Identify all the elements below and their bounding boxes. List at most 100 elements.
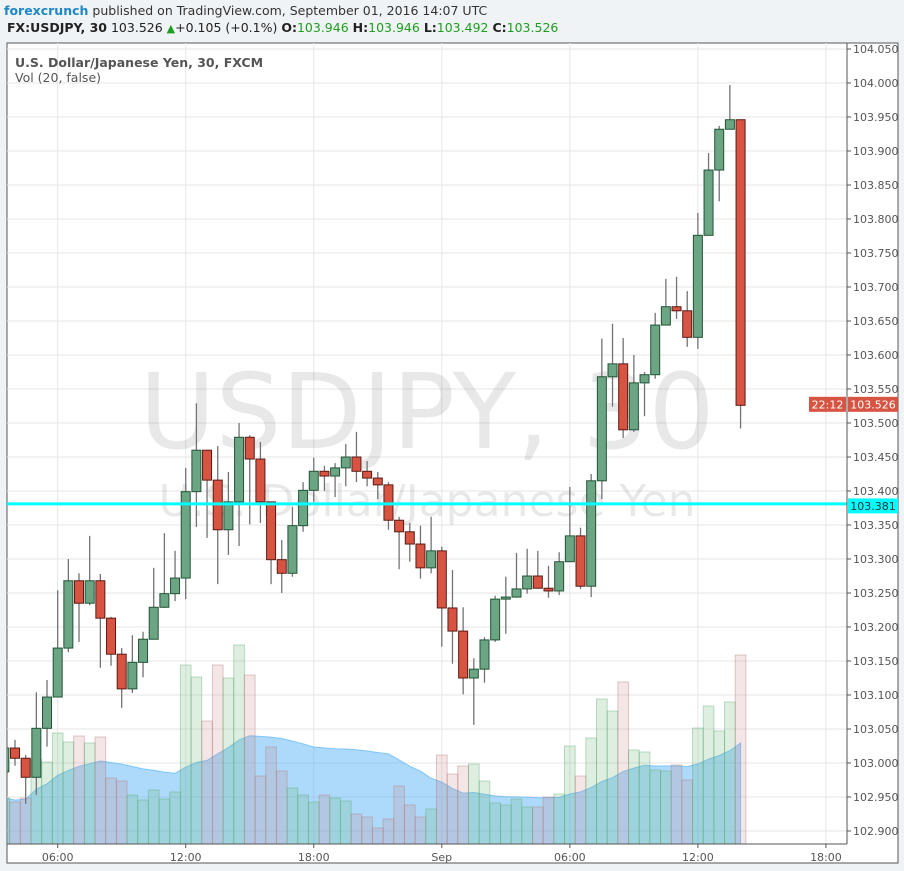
candle-body — [586, 480, 597, 587]
volume-bar — [339, 800, 352, 844]
volume-bar — [734, 654, 747, 844]
symbol-label: FX:USDJPY, 30 — [7, 20, 107, 35]
price-axis[interactable]: 104.050 104.000 103.950 103.900 103.850 103.8… — [847, 43, 899, 838]
volume-ma-area — [7, 735, 742, 844]
candle-body — [362, 470, 373, 479]
price-tick-label: 103.050 — [853, 723, 899, 736]
candle-body — [20, 757, 31, 778]
candle-body — [724, 119, 735, 130]
volume-bar — [446, 773, 459, 844]
candle — [468, 658, 479, 725]
candle — [351, 431, 362, 483]
candle — [116, 648, 127, 708]
candle-body — [543, 587, 554, 592]
price-tick-label: 103.700 — [853, 281, 899, 294]
volume-bar — [254, 775, 267, 844]
volume-bar — [105, 777, 117, 844]
candle-body — [650, 324, 661, 376]
candle-body — [458, 630, 469, 679]
candle-body — [276, 559, 287, 574]
time-tick-label: Sep — [431, 851, 452, 864]
volume-bar — [617, 681, 630, 844]
high-value: 103.946 — [368, 20, 420, 35]
candle — [298, 482, 309, 532]
candle — [660, 278, 671, 326]
price-tick-label: 103.100 — [853, 689, 899, 702]
open-label: O: — [281, 20, 297, 35]
countdown-text: 22:12 — [812, 398, 844, 411]
volume-bar — [564, 745, 576, 844]
candle — [596, 338, 607, 500]
volume-bar — [542, 796, 555, 844]
price-tick-label: 102.900 — [853, 825, 899, 838]
volume-bar — [478, 780, 491, 844]
volume-bar — [73, 735, 85, 844]
candle-body — [223, 501, 234, 531]
candle — [682, 291, 693, 347]
volume-bar — [265, 746, 277, 844]
candle — [447, 569, 458, 664]
candle — [362, 461, 373, 487]
candle-body — [330, 467, 341, 477]
price-tick-label: 104.000 — [853, 77, 899, 90]
candle-body — [479, 639, 490, 670]
symbol-info: FX:USDJPY, 30 103.526 ▲+0.105 (+0.1%) O:… — [7, 20, 558, 35]
time-tick-label: 12:00 — [170, 851, 202, 864]
volume-bar — [350, 813, 363, 844]
price-tick-label: 103.900 — [853, 145, 899, 158]
candle-body — [159, 593, 170, 608]
candle — [575, 527, 586, 589]
volume-ma-fill — [7, 735, 742, 844]
candle-body — [372, 477, 383, 486]
candle-body — [244, 436, 255, 460]
volume-bar — [414, 816, 427, 844]
candle-body — [554, 561, 565, 592]
volume-bar — [403, 804, 416, 844]
candle — [170, 550, 181, 602]
volume-bar — [62, 741, 75, 844]
candle-body — [639, 374, 650, 384]
volume-bar — [596, 698, 608, 844]
candle — [479, 637, 490, 683]
candle — [202, 449, 213, 538]
volume-bar — [41, 761, 53, 844]
volume-bar — [9, 801, 21, 844]
open-value: 103.946 — [296, 20, 349, 35]
volume-bar — [713, 730, 726, 844]
time-axis[interactable]: 06:00 12:00 18:00 Sep 06:00 12:00 18:00 — [42, 844, 842, 864]
close-value: 103.526 — [506, 20, 559, 35]
candle-body — [447, 607, 458, 632]
legend-volume: Vol (20, false) — [15, 70, 101, 85]
volume-bar — [702, 705, 715, 844]
candle-body — [426, 550, 437, 569]
volume-bar — [126, 794, 139, 844]
volume-bar — [307, 801, 320, 844]
candle — [703, 153, 714, 236]
candle — [522, 548, 533, 594]
candle-body — [351, 456, 362, 472]
candle — [244, 435, 255, 525]
volume-bar — [585, 737, 598, 844]
last-price: 103.526 — [110, 20, 163, 35]
price-tick-label: 103.950 — [853, 111, 899, 124]
low-value: 103.492 — [436, 20, 489, 35]
high-label: H: — [352, 20, 369, 35]
candle-body — [671, 306, 682, 312]
candle-body — [692, 234, 703, 338]
candle — [20, 754, 31, 804]
price-tick-label: 103.350 — [853, 519, 899, 532]
volume-bar — [638, 751, 651, 844]
candle — [138, 631, 149, 678]
price-tick-label: 104.050 — [853, 43, 899, 56]
volume-bar — [158, 798, 171, 844]
candle-body — [319, 470, 330, 477]
candle-body — [511, 588, 522, 598]
volume-bar — [382, 818, 395, 844]
volume-bar — [7, 797, 11, 844]
candle — [95, 573, 106, 668]
candle — [671, 276, 682, 319]
candle — [191, 403, 202, 528]
author-link[interactable]: forexcrunch — [4, 3, 89, 18]
candle-body — [735, 119, 746, 406]
